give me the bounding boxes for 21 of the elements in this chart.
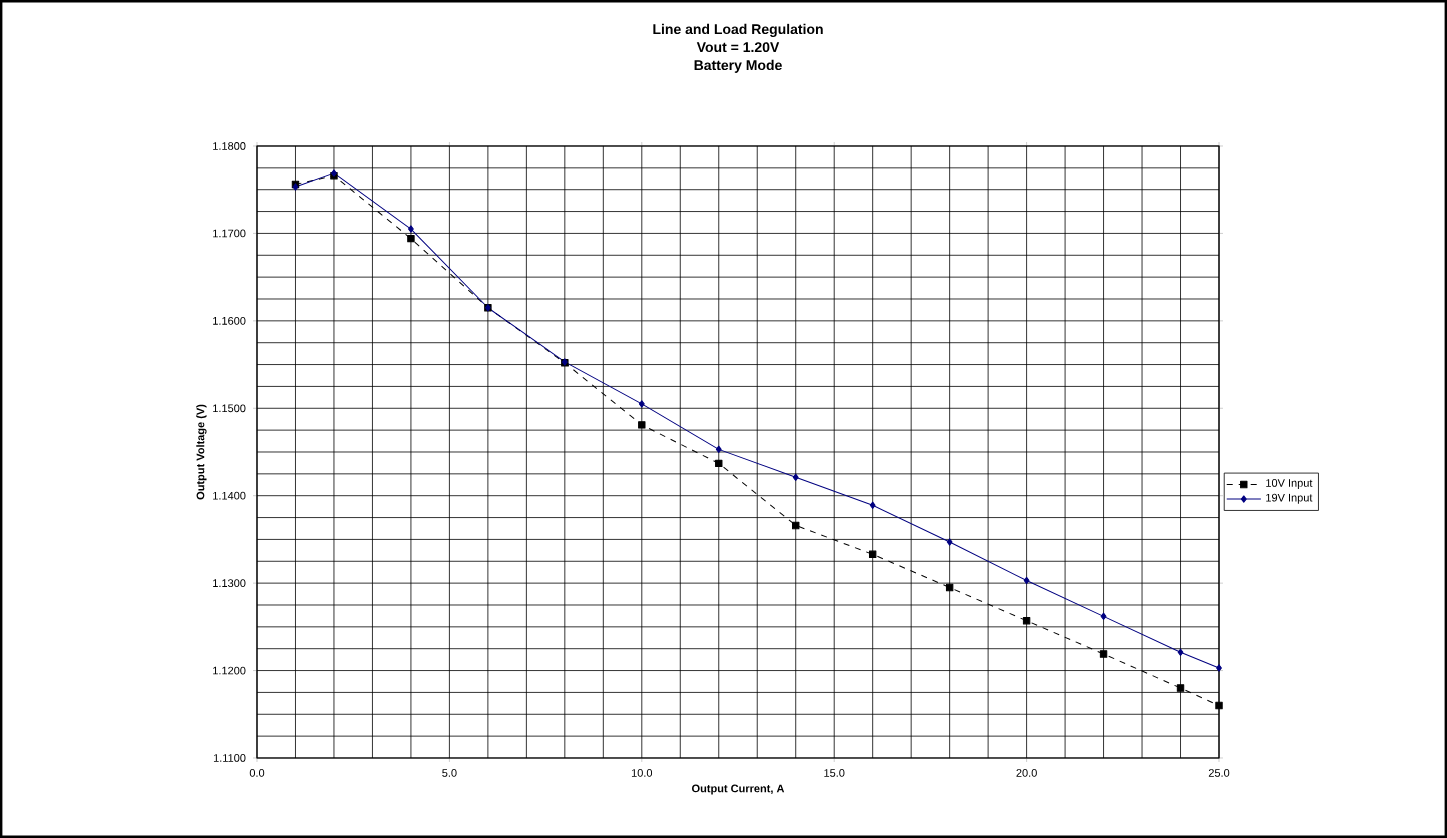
- y-axis-title: Output Voltage (V): [196, 404, 207, 500]
- y-tick-label: 1.1500: [213, 404, 246, 413]
- y-tick-label: 1.1100: [213, 754, 246, 762]
- y-tick-label: 1.1300: [213, 579, 246, 588]
- x-tick-label: 10.0: [631, 769, 653, 777]
- y-tick-label: 1.1600: [213, 316, 246, 325]
- y-tick-label: 1.1800: [213, 142, 246, 150]
- chart-title: Line and Load Regulation: [653, 23, 823, 37]
- x-axis-title: Output Current, A: [692, 784, 785, 795]
- x-tick-label: 25.0: [1208, 769, 1230, 777]
- y-tick-label: 1.1200: [213, 666, 246, 675]
- text: Battery Mode: [694, 59, 782, 73]
- y-tick-label: 1.1400: [213, 491, 246, 500]
- x-tick-label: 5.0: [442, 769, 457, 777]
- legend-label: 19V Input: [1266, 493, 1313, 504]
- x-tick-label: 20.0: [1016, 769, 1037, 777]
- y-tick-label: 1.1700: [213, 229, 246, 238]
- chart-subtitle: Vout = 1.20V: [696, 42, 780, 53]
- legend-label: 10V Input: [1266, 479, 1313, 490]
- x-tick-label: 0.0: [249, 769, 265, 777]
- x-tick-label: 15.0: [824, 769, 845, 777]
